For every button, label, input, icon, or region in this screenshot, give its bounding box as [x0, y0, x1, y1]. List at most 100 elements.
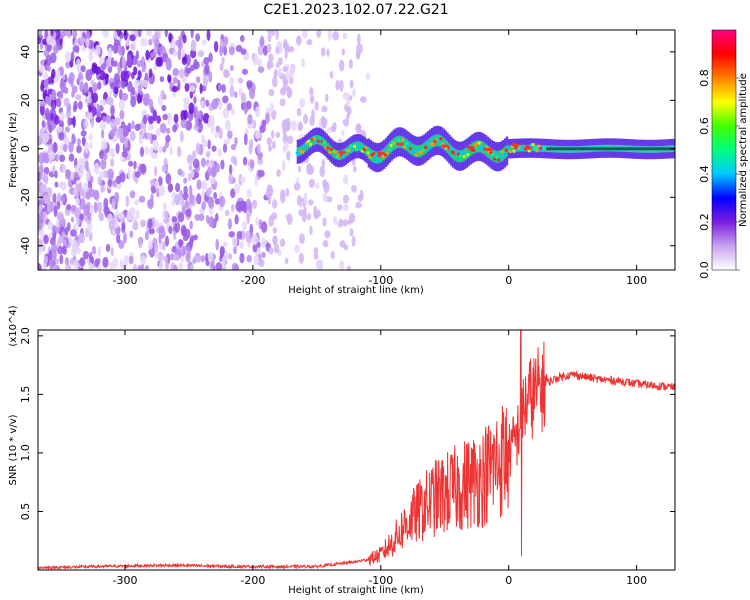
heatmap-cell: [228, 173, 234, 185]
snr-y-tick-label: 1.0: [19, 444, 32, 462]
heatmap-cell: [85, 171, 90, 182]
heatmap-cell: [129, 190, 136, 199]
heatmap-cell: [239, 252, 245, 264]
heatmap-cell: [70, 204, 77, 212]
heatmap-cell: [286, 150, 291, 161]
heatmap-cell: [312, 136, 315, 146]
heatmap-cell: [293, 182, 301, 191]
heatmap-cell: [184, 83, 190, 92]
heatmap-cell: [617, 147, 620, 151]
heatmap-cell: [205, 214, 210, 224]
heatmap-cell: [282, 144, 287, 154]
heatmap-cell: [321, 158, 326, 168]
heatmap-cell: [288, 68, 294, 80]
heatmap-cell: [642, 147, 645, 151]
heatmap-cell: [657, 147, 660, 151]
heatmap-cell: [196, 179, 202, 190]
heatmap-cell: [248, 201, 253, 214]
heatmap-cell: [160, 89, 165, 98]
heatmap-cell: [178, 238, 183, 249]
heatmap-cell: [224, 119, 231, 131]
heatmap-cell: [256, 143, 261, 155]
heatmap-cell: [110, 104, 115, 116]
heatmap-cell: [102, 152, 108, 161]
heatmap-cell: [172, 124, 178, 133]
heatmap-cell: [76, 63, 82, 73]
snr-x-tick-label: -200: [240, 574, 265, 587]
heatmap-cell: [113, 31, 118, 40]
heatmap-cell: [240, 92, 247, 104]
heatmap-cell: [96, 201, 103, 214]
heatmap-cell: [38, 135, 42, 144]
heatmap-cell: [46, 35, 53, 46]
colorbar-ticks: 0.0 0.2 0.4 0.6 0.8: [698, 69, 740, 279]
heatmap-cell: [309, 225, 313, 236]
heatmap-cell: [171, 215, 178, 223]
heatmap-cell: [282, 66, 289, 73]
heatmap-cell: [195, 142, 201, 155]
heatmap-cell: [138, 195, 146, 203]
heatmap-cell: [272, 236, 278, 246]
heatmap-cell: [188, 164, 193, 171]
heatmap-cell: [102, 256, 109, 268]
heatmap-cell: [246, 254, 253, 263]
heatmap-cell: [261, 119, 267, 127]
heatmap-cell: [352, 166, 357, 173]
heatmap-cell: [90, 79, 95, 87]
heatmap-cell: [79, 36, 86, 44]
heatmap-cell: [259, 125, 266, 133]
heatmap-cell: [59, 89, 64, 100]
heatmap-cell: [230, 143, 237, 151]
heatmap-cell: [194, 106, 198, 117]
heatmap-cell: [252, 243, 258, 253]
heatmap-cell: [61, 238, 68, 246]
heatmap-cell: [332, 216, 338, 225]
heatmap-cell: [341, 48, 345, 56]
heatmap-cell: [167, 116, 171, 126]
heatmap-cell: [91, 245, 97, 255]
heatmap-cell: [168, 183, 174, 192]
heatmap-cell: [267, 197, 272, 205]
heatmap-cell: [99, 98, 107, 107]
snr-x-axis-label: Height of straight line (km): [288, 585, 424, 596]
heatmap-cell: [226, 102, 232, 111]
heatmap-cell: [202, 75, 208, 87]
heatmap-cell: [551, 147, 555, 151]
heatmap-cell: [190, 170, 195, 178]
heatmap-cell: [594, 147, 597, 151]
heatmap-cell: [254, 130, 261, 139]
heatmap-cell: [189, 264, 194, 270]
heatmap-cell: [275, 131, 281, 139]
heatmap-cell: [655, 147, 658, 151]
heatmap-cell: [211, 145, 217, 152]
spectrogram-x-tick-label: -200: [240, 274, 265, 287]
heatmap-cell: [246, 80, 253, 89]
spectrogram-y-tick-label: -20: [19, 188, 32, 206]
heatmap-cell: [129, 130, 136, 142]
heatmap-cell: [230, 203, 235, 213]
heatmap-cell: [82, 250, 90, 260]
heatmap-cell: [297, 165, 302, 173]
heatmap-cell: [125, 195, 130, 208]
heatmap-cell: [222, 241, 228, 248]
heatmap-cell: [65, 256, 70, 266]
heatmap-cell: [99, 121, 107, 131]
heatmap-cell: [95, 44, 101, 56]
heatmap-cell: [140, 263, 145, 270]
heatmap-cell: [246, 100, 252, 110]
heatmap-cell: [638, 147, 641, 151]
heatmap-cell: [253, 255, 260, 266]
snr-y-axis: 0.5 1.0 1.5 2.0: [19, 327, 675, 520]
heatmap-cell: [139, 59, 144, 68]
heatmap-cell: [273, 243, 280, 254]
heatmap-cell: [133, 66, 138, 76]
heatmap-cell: [227, 130, 233, 140]
heatmap-cell: [314, 101, 319, 111]
heatmap-cell: [287, 46, 295, 53]
heatmap-cell: [70, 216, 75, 223]
heatmap-cell: [218, 128, 223, 140]
heatmap-cell: [214, 198, 221, 205]
heatmap-cell: [107, 168, 114, 180]
heatmap-cell: [88, 51, 93, 62]
heatmap-cell: [603, 147, 607, 151]
